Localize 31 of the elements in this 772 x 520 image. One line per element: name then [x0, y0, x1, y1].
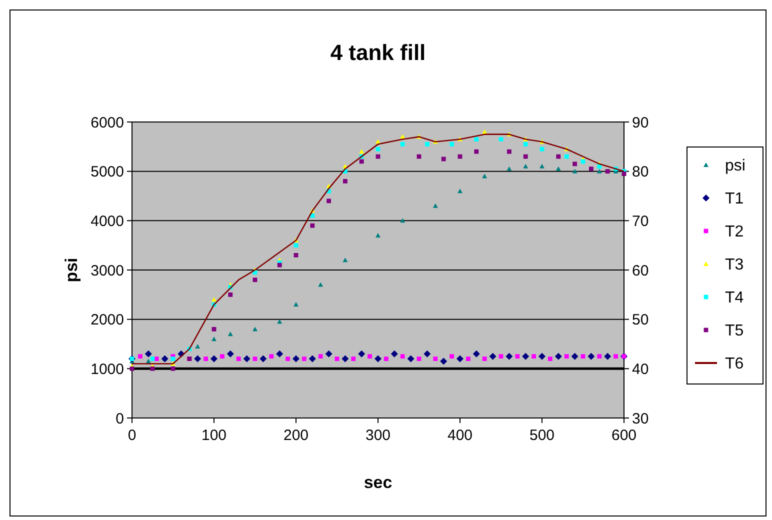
legend-label: T4 [725, 290, 744, 307]
x-tick-label: 600 [611, 427, 637, 444]
x-tick-label: 200 [283, 427, 309, 444]
y-tick-label: 6000 [90, 114, 124, 132]
y-tick-label: 3000 [90, 262, 124, 280]
legend-label: psi [725, 158, 746, 175]
y2-tick-label: 90 [632, 114, 649, 132]
legend-label: T2 [725, 224, 744, 241]
x-tick-label: 0 [128, 427, 136, 444]
x-tick-label: 100 [201, 427, 227, 444]
y-tick-label: 0 [116, 410, 124, 428]
y2-tick-label: 60 [632, 262, 649, 280]
y2-tick-label: 50 [632, 312, 649, 329]
legend-label: T6 [725, 356, 744, 373]
x-tick-label: 400 [447, 427, 473, 444]
legend-label: T5 [725, 322, 744, 340]
y2-tick-label: 30 [632, 410, 649, 428]
x-tick-label: 500 [529, 427, 555, 444]
y2-tick-label: 80 [632, 164, 649, 181]
chart-title: 4 tank fill [330, 40, 426, 65]
y-tick-label: 4000 [90, 212, 124, 230]
x-tick-label: 300 [365, 427, 391, 444]
y-axis-title: psi [62, 258, 81, 282]
legend-label: T3 [725, 256, 744, 274]
y2-tick-label: 70 [632, 212, 649, 230]
x-axis-title: sec [364, 473, 392, 492]
y-tick-label: 5000 [90, 164, 124, 181]
legend-label: T1 [725, 190, 744, 208]
y-tick-label: 2000 [90, 312, 124, 329]
y2-tick-label: 40 [632, 360, 649, 378]
y-tick-label: 1000 [90, 360, 124, 378]
